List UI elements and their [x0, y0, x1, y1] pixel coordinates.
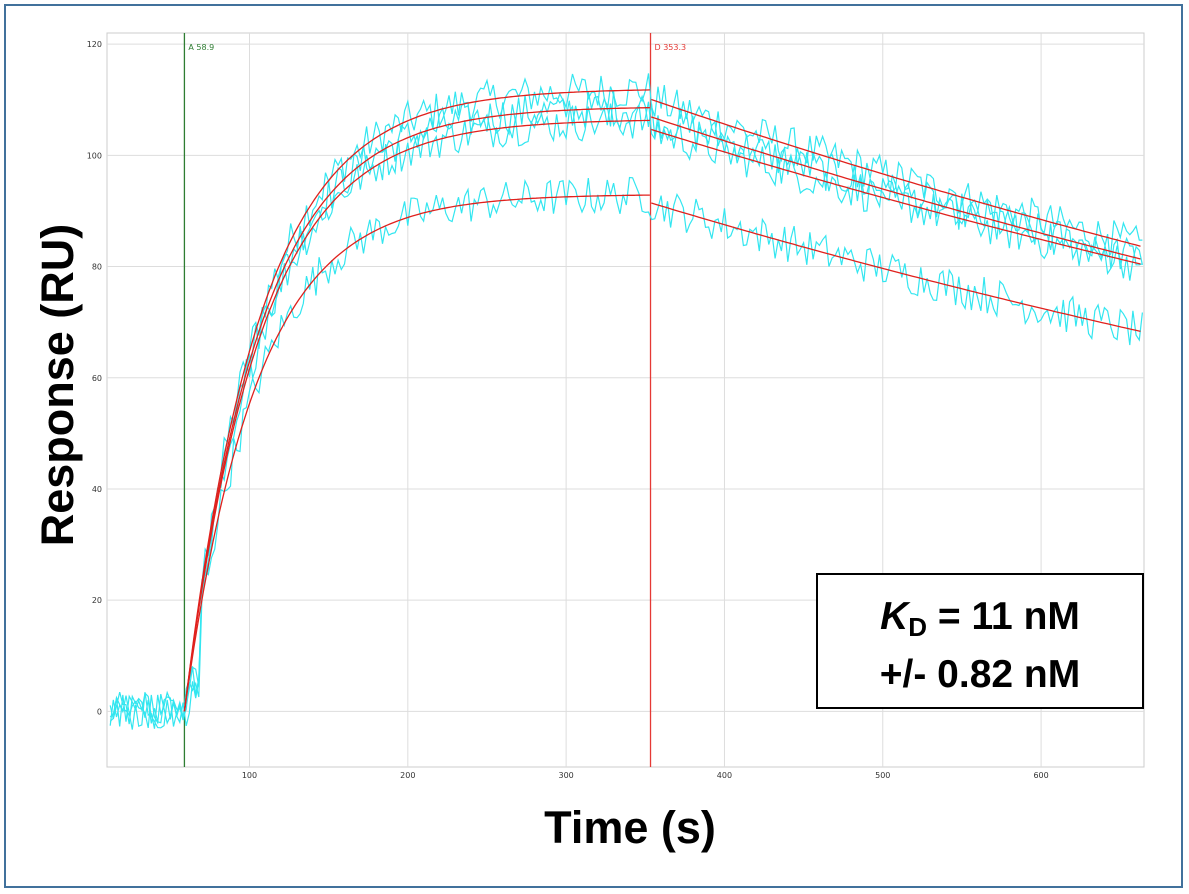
kd-annotation-box: KD = 11 nM +/- 0.82 nM	[816, 573, 1144, 709]
dissociation-fit-curve	[651, 128, 1141, 265]
y-axis-title: Response (RU)	[32, 224, 83, 547]
dissociation-marker-label: D 353.3	[655, 43, 687, 52]
y-tick-label: 120	[87, 40, 102, 49]
y-tick-label: 20	[92, 596, 102, 605]
x-tick-label: 200	[400, 771, 415, 780]
x-tick-label: 600	[1033, 771, 1048, 780]
y-tick-label: 100	[87, 151, 102, 160]
plot-area	[106, 32, 1145, 768]
x-tick-label: 300	[558, 771, 573, 780]
dissociation-fit-curve	[651, 98, 1141, 247]
y-tick-label: 80	[92, 263, 102, 272]
y-tick-label: 0	[97, 707, 102, 716]
x-tick-label: 400	[717, 771, 732, 780]
kd-symbol: K	[880, 595, 909, 638]
x-axis-title: Time (s)	[544, 802, 716, 853]
kd-error: +/- 0.82 nM	[879, 653, 1081, 696]
association-fit-curve	[183, 194, 650, 712]
kd-subscript: D	[908, 612, 928, 642]
x-tick-label: 100	[242, 771, 257, 780]
figure-frame	[4, 4, 1183, 888]
y-tick-label: 60	[92, 374, 102, 383]
association-fit-curve	[183, 119, 650, 712]
kd-value-line: KD = 11 nM	[818, 593, 1142, 651]
kd-value: = 11 nM	[927, 595, 1080, 638]
association-marker-label: A 58.9	[188, 43, 214, 52]
dissociation-fit-curve	[651, 202, 1141, 333]
association-fit-curve	[183, 89, 650, 712]
raw-data-trace	[109, 176, 1143, 729]
x-tick-label: 500	[875, 771, 890, 780]
dissociation-fit-curve	[651, 116, 1141, 260]
y-tick-label: 40	[92, 485, 102, 494]
association-fit-curve	[183, 107, 650, 712]
raw-data-trace	[109, 91, 1143, 730]
